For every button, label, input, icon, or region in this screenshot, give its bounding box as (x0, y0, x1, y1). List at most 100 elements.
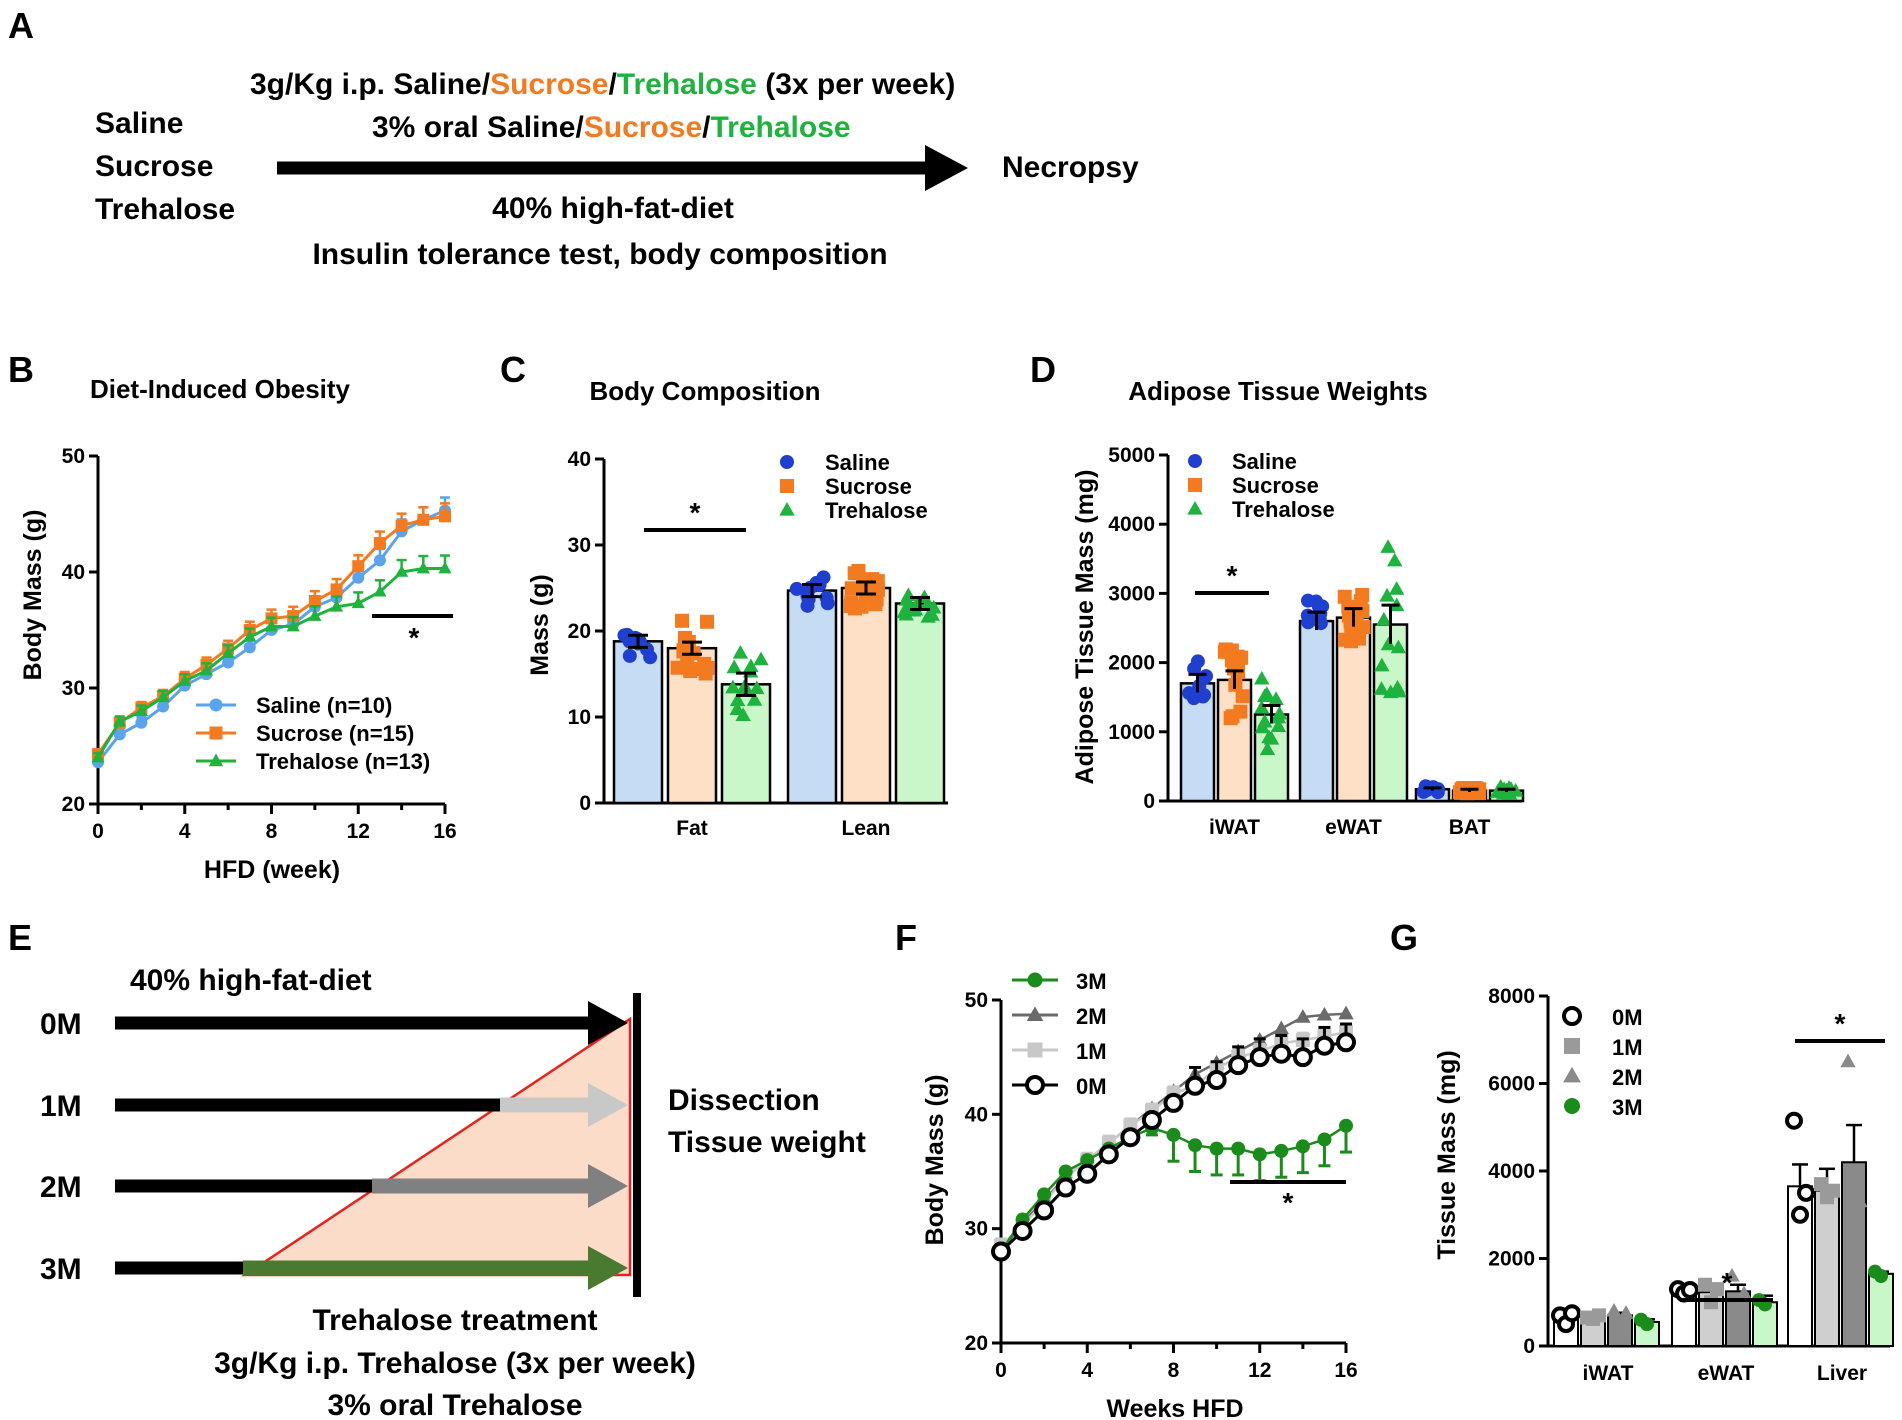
data-point (640, 642, 655, 657)
data-point (898, 606, 914, 621)
legend-label: Sucrose (n=15) (256, 721, 414, 746)
legend-label: 2M (1076, 1004, 1107, 1029)
data-point (1292, 1047, 1313, 1068)
y-tick-label: 2000 (1488, 1248, 1535, 1271)
group-trehalose: Trehalose (95, 193, 235, 226)
row-label-0M: 0M (40, 1008, 82, 1041)
ip-sucrose: Sucrose (490, 68, 608, 101)
data-point (1080, 1153, 1095, 1168)
row-label-2M: 2M (40, 1171, 82, 1204)
data-point (1592, 1308, 1606, 1323)
data-point (1846, 1215, 1862, 1230)
chart-g-plot: iWAT eWAT Liver * * (1551, 1008, 1894, 1385)
chart-f-ylabel: Body Mass (g) (921, 1075, 949, 1246)
data-point (1254, 699, 1270, 714)
y-tick-label: 2000 (1108, 652, 1155, 675)
data-point (854, 599, 869, 614)
data-point (1373, 681, 1390, 695)
data-point (1163, 1092, 1184, 1113)
data-point (675, 613, 690, 628)
data-point (1257, 688, 1273, 703)
data-point (1235, 689, 1250, 704)
data-point (726, 659, 742, 674)
data-point (199, 663, 214, 676)
legend-label: 1M (1612, 1035, 1643, 1060)
legend-label: 3M (1612, 1095, 1643, 1120)
data-point (1376, 611, 1392, 626)
data-point (1274, 1143, 1289, 1158)
data-point (1698, 1277, 1712, 1292)
ip-dosing-line: 3g/Kg i.p. Saline/Sucrose/Trehalose (3x … (250, 68, 955, 101)
bar (1814, 1189, 1840, 1347)
data-point (1317, 1132, 1332, 1147)
arrow-head (588, 1246, 628, 1290)
data-point (869, 592, 884, 607)
chart-g-ylabel: Tissue Mass (mg) (1433, 1050, 1461, 1259)
data-point (1273, 1020, 1290, 1035)
data-point (670, 660, 685, 675)
x-category-label: Lean (841, 817, 890, 840)
data-point (439, 510, 451, 523)
chart-b-axes: 20 30 40 50 0 4 8 12 16 (62, 445, 457, 843)
data-point (1261, 729, 1277, 744)
data-point (735, 707, 751, 722)
panel-g-label: G (1390, 917, 1418, 958)
bar (1841, 1161, 1867, 1347)
data-point (417, 513, 430, 526)
data-point (221, 646, 235, 658)
y-tick-label: 30 (568, 534, 591, 557)
data-point (1387, 552, 1403, 567)
ip-slash-2: / (608, 68, 617, 101)
x-category-label: iWAT (1209, 816, 1260, 839)
legend-marker (1025, 1075, 1045, 1095)
arrow-head (588, 1164, 628, 1208)
data-point (352, 560, 365, 573)
data-point (91, 750, 105, 763)
chart-f-legend: 3M 2M 1M 0M (1012, 969, 1107, 1099)
significance-star: * (409, 622, 420, 653)
data-point (438, 561, 452, 574)
panel-c-bar-chart: C Body Composition Mass (g) 0 10 20 30 40 Fa… (500, 349, 948, 840)
row-label-1M: 1M (40, 1090, 82, 1123)
legend-marker (1562, 1006, 1582, 1026)
data-point (243, 641, 256, 654)
data-point (1254, 670, 1270, 685)
data-point (844, 581, 859, 596)
ip-trehalose: Trehalose (617, 68, 757, 101)
significance-star: * (690, 497, 701, 528)
data-point (1190, 654, 1205, 669)
x-category-label: Liver (1817, 1362, 1867, 1385)
data-point (264, 619, 279, 632)
x-tick-label: 16 (433, 820, 456, 843)
group-sucrose: Sucrose (95, 150, 213, 183)
data-point (178, 674, 192, 686)
tests-label: Insulin tolerance test, body composition (312, 238, 887, 271)
legend-marker (780, 455, 794, 469)
row-label-3M: 3M (40, 1253, 82, 1286)
data-point (1055, 1177, 1076, 1198)
data-point (1390, 639, 1407, 654)
group-saline: Saline (95, 107, 183, 140)
treatment-triangle (240, 1016, 632, 1277)
data-point (373, 584, 387, 597)
data-point (622, 648, 637, 663)
x-tick-label: 4 (1081, 1359, 1093, 1382)
chart-d-ylabel: Adipose Tissue Mass (mg) (1071, 470, 1099, 785)
data-point (843, 598, 858, 613)
data-point (1710, 1282, 1724, 1297)
arrow-head (588, 1001, 628, 1045)
data-point (697, 656, 712, 671)
data-point (1343, 614, 1358, 629)
x-tick-label: 4 (179, 820, 191, 843)
x-category-label: iWAT (1583, 1362, 1634, 1385)
data-point (1166, 1127, 1181, 1142)
data-point (1300, 593, 1315, 608)
legend-label: Saline (1232, 449, 1297, 474)
data-point (1271, 1043, 1292, 1064)
treatment-ip: 3g/Kg i.p. Trehalose (3x per week) (214, 1347, 696, 1380)
data-point (329, 599, 344, 612)
data-point (820, 596, 835, 611)
legend-marker (1026, 1006, 1044, 1021)
oral-sucrose: Sucrose (584, 111, 702, 144)
